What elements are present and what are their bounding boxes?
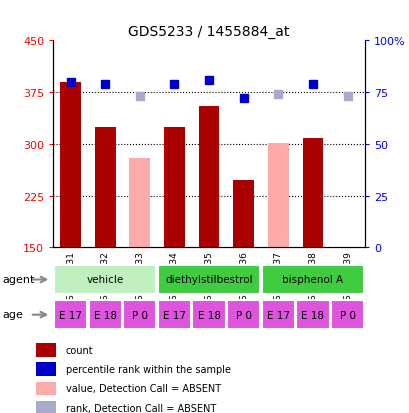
- Bar: [157, 301, 191, 329]
- Bar: [36, 363, 56, 376]
- Bar: [36, 382, 56, 395]
- Text: bisphenol A: bisphenol A: [282, 275, 343, 285]
- Bar: [129, 158, 150, 248]
- Title: GDS5233 / 1455884_at: GDS5233 / 1455884_at: [128, 25, 289, 39]
- Bar: [36, 401, 56, 413]
- Bar: [198, 107, 219, 248]
- Text: E 18: E 18: [301, 310, 324, 320]
- Bar: [54, 301, 87, 329]
- Text: vehicle: vehicle: [86, 275, 124, 285]
- Text: agent: agent: [2, 275, 34, 285]
- Bar: [60, 83, 81, 248]
- Text: value, Detection Call = ABSENT: value, Detection Call = ABSENT: [65, 384, 220, 394]
- Bar: [267, 143, 288, 248]
- Text: P 0: P 0: [339, 310, 355, 320]
- Bar: [330, 301, 363, 329]
- Text: E 18: E 18: [94, 310, 117, 320]
- Bar: [164, 127, 184, 248]
- Text: P 0: P 0: [132, 310, 148, 320]
- Bar: [261, 266, 363, 294]
- Bar: [302, 139, 323, 248]
- Bar: [54, 266, 156, 294]
- Bar: [227, 301, 260, 329]
- Bar: [192, 301, 225, 329]
- Bar: [233, 180, 254, 248]
- Bar: [261, 301, 294, 329]
- Bar: [94, 127, 115, 248]
- Text: rank, Detection Call = ABSENT: rank, Detection Call = ABSENT: [65, 403, 216, 413]
- Bar: [123, 301, 156, 329]
- Text: percentile rank within the sample: percentile rank within the sample: [65, 364, 230, 375]
- Bar: [36, 344, 56, 357]
- Text: E 18: E 18: [197, 310, 220, 320]
- Text: P 0: P 0: [235, 310, 251, 320]
- Text: age: age: [2, 310, 23, 320]
- Bar: [296, 301, 329, 329]
- Text: E 17: E 17: [266, 310, 289, 320]
- Text: count: count: [65, 345, 93, 355]
- Bar: [157, 266, 260, 294]
- Text: diethylstilbestrol: diethylstilbestrol: [165, 275, 252, 285]
- Text: E 17: E 17: [163, 310, 186, 320]
- Text: E 17: E 17: [59, 310, 82, 320]
- Bar: [88, 301, 121, 329]
